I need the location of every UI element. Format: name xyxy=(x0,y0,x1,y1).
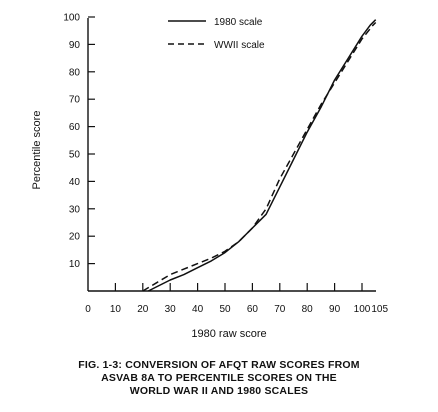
x-tick-label: 40 xyxy=(192,304,204,315)
series-line-1980-scale xyxy=(147,19,377,292)
figure-caption-line-2: ASVAB 8A TO PERCENTILE SCORES ON THE xyxy=(101,372,337,384)
x-axis-title: 1980 raw score xyxy=(191,328,266,340)
series-line-wwii-scale xyxy=(142,21,377,292)
y-tick-label: 40 xyxy=(69,177,81,188)
y-axis-title: Percentile score xyxy=(31,111,43,190)
y-tick-label: 30 xyxy=(69,204,81,215)
y-tick-label: 10 xyxy=(69,259,81,270)
legend-label-1980-scale: 1980 scale xyxy=(214,17,263,28)
x-tick-label: 105 xyxy=(371,304,388,315)
y-tick-label: 100 xyxy=(63,13,80,24)
y-tick-label: 50 xyxy=(69,150,81,161)
x-tick-label: 100 xyxy=(354,304,371,315)
x-tick-label: 0 xyxy=(85,304,91,315)
x-tick-label: 60 xyxy=(247,304,259,315)
x-tick-label: 10 xyxy=(110,304,122,315)
series-layer xyxy=(142,19,377,292)
x-tick-label: 90 xyxy=(329,304,341,315)
figure-caption-line-3: WORLD WAR II AND 1980 SCALES xyxy=(129,385,309,397)
y-ticks: 10 20 30 40 50 60 70 80 90 100 xyxy=(63,13,95,270)
legend-label-wwii-scale: WWII scale xyxy=(214,40,265,51)
legend: 1980 scale WWII scale xyxy=(168,17,265,51)
y-tick-label: 90 xyxy=(69,40,81,51)
x-tick-label: 20 xyxy=(137,304,149,315)
figure-caption-line-1: FIG. 1-3: CONVERSION OF AFQT RAW SCORES … xyxy=(78,359,360,371)
x-tick-label: 80 xyxy=(302,304,314,315)
y-tick-label: 20 xyxy=(69,232,81,243)
x-tick-label: 50 xyxy=(219,304,231,315)
x-ticks: 0 10 20 30 40 50 60 70 80 90 100 105 xyxy=(85,283,388,315)
y-tick-label: 60 xyxy=(69,122,81,133)
x-tick-label: 70 xyxy=(274,304,286,315)
y-tick-label: 70 xyxy=(69,95,81,106)
y-tick-label: 80 xyxy=(69,67,81,78)
x-tick-label: 30 xyxy=(165,304,177,315)
